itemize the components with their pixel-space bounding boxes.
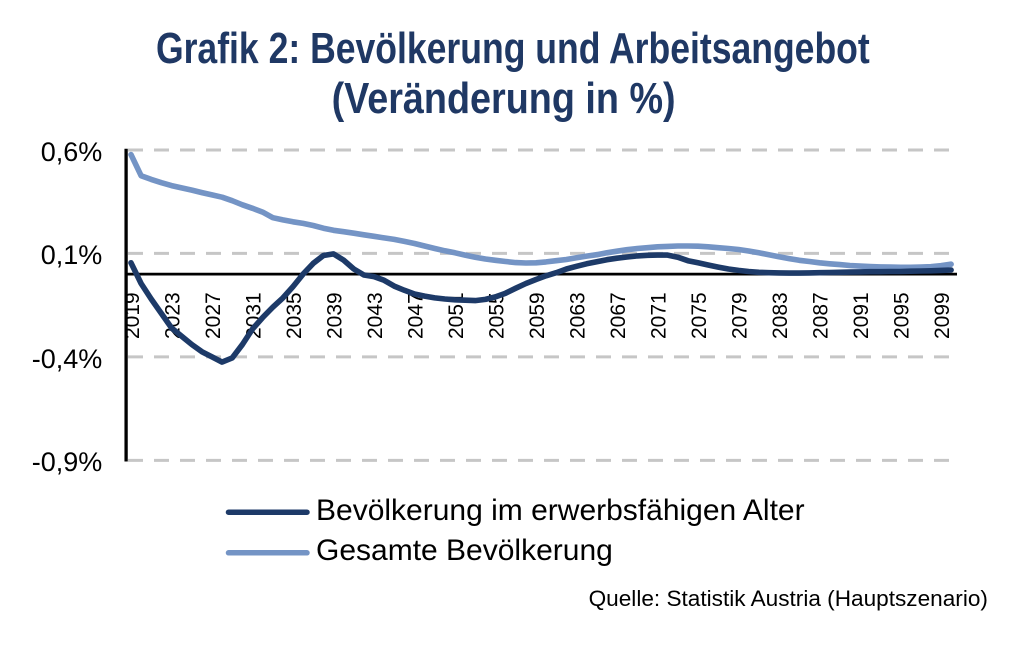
svg-text:2063: 2063 <box>566 292 589 339</box>
svg-text:2079: 2079 <box>728 292 751 339</box>
svg-text:2023: 2023 <box>161 292 184 339</box>
svg-text:2059: 2059 <box>526 292 549 339</box>
svg-text:2083: 2083 <box>769 292 792 339</box>
svg-text:2055: 2055 <box>485 292 508 339</box>
svg-text:2087: 2087 <box>809 292 832 339</box>
svg-text:2043: 2043 <box>364 292 387 339</box>
svg-text:2099: 2099 <box>931 292 954 339</box>
svg-text:2031: 2031 <box>242 292 265 339</box>
svg-text:2019: 2019 <box>121 292 144 339</box>
svg-text:2051: 2051 <box>445 292 468 339</box>
svg-text:2067: 2067 <box>607 292 630 339</box>
svg-text:2047: 2047 <box>404 292 427 339</box>
svg-text:2035: 2035 <box>283 292 306 339</box>
svg-text:2071: 2071 <box>647 292 670 339</box>
svg-text:2095: 2095 <box>890 292 913 339</box>
svg-text:2091: 2091 <box>850 292 873 339</box>
svg-text:2075: 2075 <box>688 292 711 339</box>
svg-text:2039: 2039 <box>323 292 346 339</box>
svg-text:2027: 2027 <box>202 292 225 339</box>
